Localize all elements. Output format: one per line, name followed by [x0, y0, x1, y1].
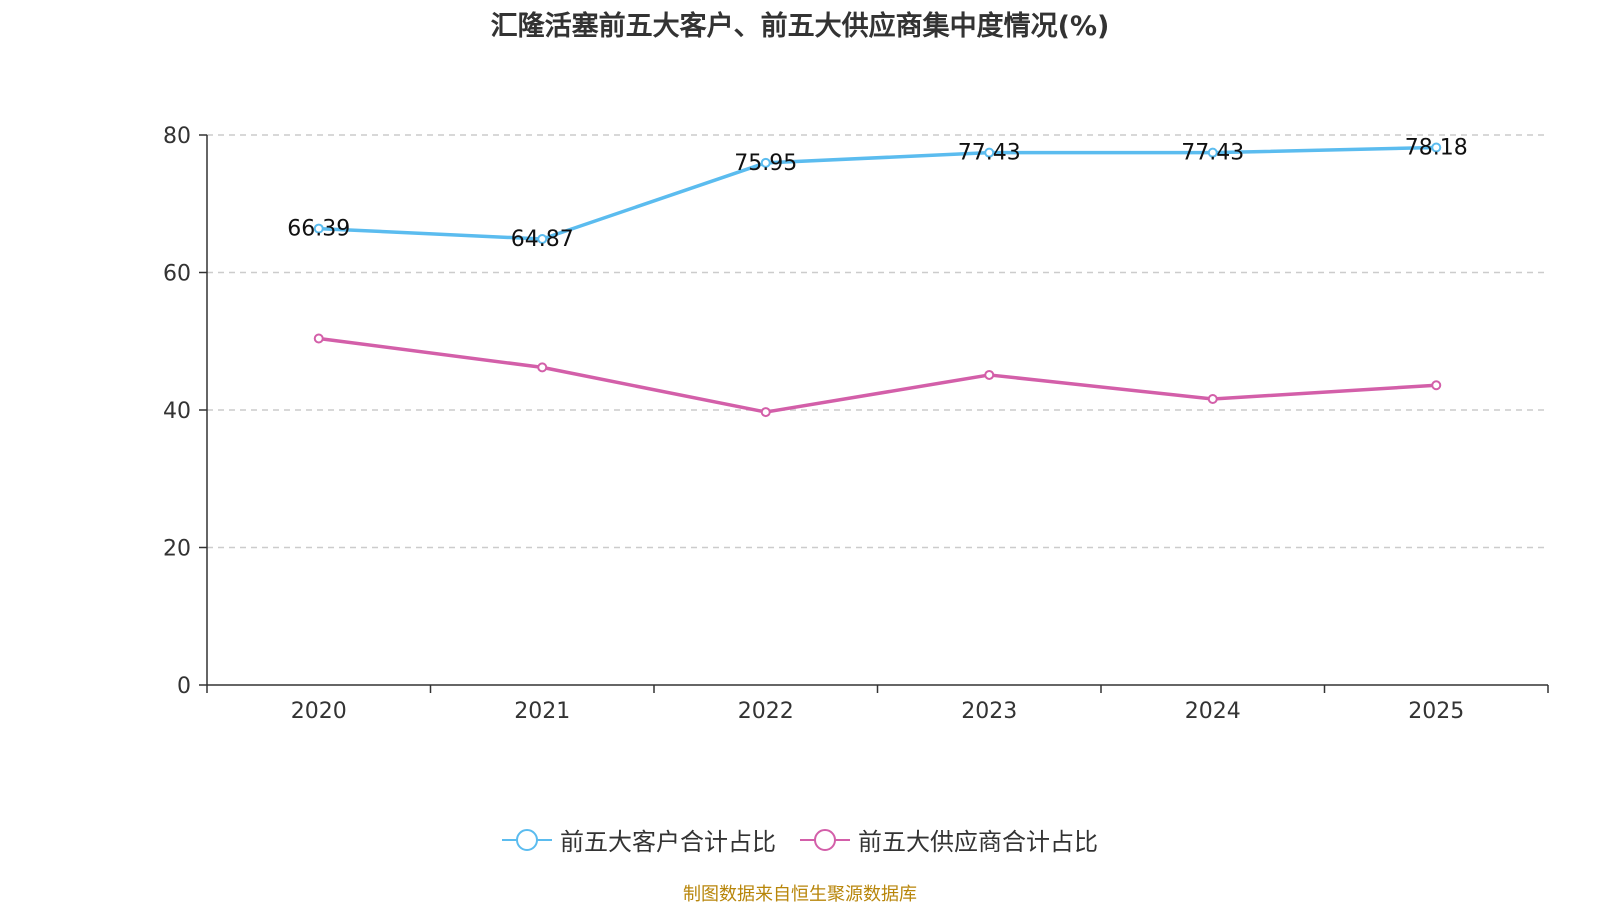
- chart-title: 汇隆活塞前五大客户、前五大供应商集中度情况(%): [490, 11, 1110, 42]
- y-tick-label: 60: [163, 262, 191, 287]
- legend-label: 前五大供应商合计占比: [858, 828, 1098, 856]
- y-tick-label: 80: [163, 124, 191, 149]
- legend-line-circle-icon: [800, 828, 850, 851]
- axes: 0 20 40 60 80 2020 2021 2022 2023 2024 2025: [163, 124, 1549, 724]
- series-line-2: [318, 336, 1437, 414]
- data-labels: 66.39 64.87 75.95 77.43 77.43 78.18: [287, 136, 1467, 253]
- data-point: [537, 234, 548, 245]
- data-point: [760, 407, 771, 418]
- source-note: 制图数据来自恒生聚源数据库: [683, 884, 917, 905]
- data-label: 77.43: [958, 141, 1021, 166]
- x-tick-label: 2021: [514, 699, 570, 724]
- x-tick-label: 2024: [1185, 699, 1241, 724]
- legend: 前五大客户合计占比 前五大供应商合计占比: [0, 822, 1600, 857]
- data-label: 77.43: [1181, 141, 1244, 166]
- x-tick-label: 2025: [1408, 699, 1464, 724]
- gridlines: [207, 134, 1548, 549]
- data-label: 66.39: [287, 217, 350, 242]
- x-tick-label: 2023: [961, 699, 1017, 724]
- series-group: [313, 142, 1442, 418]
- data-point: [984, 369, 995, 380]
- y-tick-label: 0: [177, 674, 191, 699]
- legend-item-customers[interactable]: 前五大客户合计占比: [502, 822, 776, 857]
- y-tick-label: 40: [163, 399, 191, 424]
- legend-item-suppliers[interactable]: 前五大供应商合计占比: [800, 822, 1098, 857]
- x-tick-label: 2022: [738, 699, 794, 724]
- legend-line-circle-icon: [502, 828, 552, 851]
- data-point: [1431, 380, 1442, 391]
- data-point: [760, 157, 771, 168]
- data-label: 75.95: [734, 151, 797, 176]
- y-tick-label: 20: [163, 537, 191, 562]
- data-point: [313, 223, 324, 234]
- data-label: 78.18: [1405, 136, 1468, 161]
- legend-label: 前五大客户合计占比: [560, 828, 776, 856]
- data-label: 64.87: [511, 227, 574, 252]
- data-point: [1207, 394, 1218, 404]
- x-tick-label: 2020: [291, 699, 347, 724]
- series-line-1: [318, 145, 1437, 241]
- data-point: [313, 333, 324, 344]
- data-point: [1207, 147, 1218, 158]
- data-point: [1431, 142, 1442, 153]
- data-point: [984, 147, 995, 158]
- data-point: [537, 362, 548, 373]
